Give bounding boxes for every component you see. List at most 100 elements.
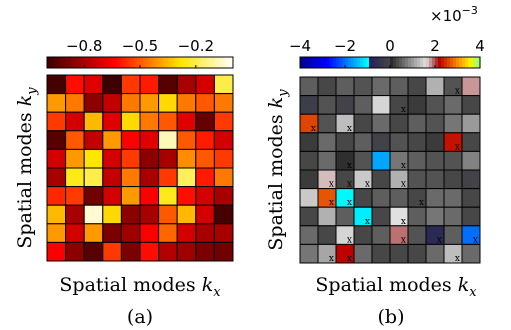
heatmap-cell (195, 130, 215, 150)
heatmap-cell (176, 148, 197, 169)
colorbar-segment (420, 57, 424, 68)
cell-marker: x (419, 198, 424, 208)
heatmap-cell (65, 186, 85, 206)
colorbar-segment (459, 57, 463, 68)
colorbar-segment (414, 57, 418, 68)
colorbar-segment (59, 57, 64, 68)
colorbar-segment (477, 57, 481, 68)
heatmap-cell (299, 243, 319, 264)
heatmap-cell (335, 76, 355, 97)
colorbar-segment (205, 57, 209, 68)
colorbar-segment (121, 57, 126, 68)
heatmap-cell (120, 204, 141, 225)
cell-marker: x (455, 87, 460, 97)
heatmap-cell (65, 241, 85, 262)
heatmap-cell (425, 206, 445, 227)
colorbar-tick-label: −2 (334, 37, 356, 55)
colorbar-segment (378, 57, 382, 68)
colorbar-segment (345, 57, 349, 68)
colorbar-segment (408, 57, 412, 68)
heatmap-cell (158, 167, 178, 188)
colorbar-segment (396, 57, 400, 68)
heatmap-cell (461, 150, 481, 171)
heatmap-cell (102, 167, 122, 188)
heatmap-cell (407, 169, 427, 190)
colorbar-segment (363, 57, 367, 68)
heatmap-cell (83, 93, 104, 113)
cell-marker: x (401, 105, 406, 115)
heatmap-cell (353, 150, 373, 171)
heatmap-cell (102, 130, 122, 150)
colorbar-segment (56, 57, 60, 68)
colorbar-segment (223, 57, 228, 68)
colorbar-segment (438, 57, 442, 68)
heatmap-cell (425, 113, 445, 134)
colorbar-segment (312, 57, 316, 68)
heatmap-cell (461, 206, 481, 227)
heatmap-cell (158, 148, 178, 169)
colorbar-segment (318, 57, 322, 68)
panel-a-colorbar-ticks: −0.8 −0.5 −0.2 (66, 37, 214, 68)
heatmap-cell (371, 150, 391, 171)
heatmap-cell (46, 241, 67, 262)
colorbar-segment (399, 57, 403, 68)
cell-marker: x (347, 180, 352, 190)
heatmap-cell (120, 186, 141, 206)
heatmap-cell (102, 111, 122, 132)
colorbar-segment (149, 57, 153, 68)
colorbar-segment (357, 57, 361, 68)
colorbar-segment (189, 57, 194, 68)
colorbar-segment (118, 57, 122, 68)
colorbar-segment (152, 57, 157, 68)
heatmap-cell (195, 111, 215, 132)
heatmap-cell (139, 204, 160, 225)
heatmap-cell (102, 148, 122, 169)
heatmap-cell (299, 188, 319, 208)
colorbar-segment (423, 57, 427, 68)
heatmap-cell (120, 223, 141, 243)
heatmap-cell (102, 186, 122, 206)
panel-a-plot-frame (46, 74, 234, 262)
heatmap-cell (139, 241, 160, 262)
heatmap-cell (443, 95, 463, 115)
colorbar-segment (161, 57, 166, 68)
heatmap-cell (407, 113, 427, 134)
colorbar-segment (109, 57, 113, 68)
heatmap-cell (213, 241, 234, 262)
heatmap-cell (46, 186, 67, 206)
heatmap-cell (195, 186, 215, 206)
colorbar-tick-label: −0.8 (66, 37, 102, 55)
heatmap-cell (83, 130, 104, 150)
colorbar-segment (360, 57, 364, 68)
heatmap-cell (83, 204, 104, 225)
colorbar-segment (309, 57, 313, 68)
colorbar-segment (62, 57, 67, 68)
heatmap-cell (46, 93, 67, 113)
cell-marker: x (473, 235, 478, 245)
heatmap-cell (461, 188, 481, 208)
colorbar-segment (174, 57, 178, 68)
colorbar-segment (112, 57, 116, 68)
cell-marker: x (347, 235, 352, 245)
colorbar-segment (202, 57, 206, 68)
colorbar-segment (402, 57, 406, 68)
cell-marker: x (347, 161, 352, 171)
colorbar-segment (186, 57, 191, 68)
heatmap-cell (443, 188, 463, 208)
heatmap-cell (213, 167, 234, 188)
heatmap-cell (65, 93, 85, 113)
heatmap-cell (371, 225, 391, 245)
heatmap-cell (46, 74, 67, 95)
colorbar-segment (474, 57, 478, 68)
heatmap-cell (176, 111, 197, 132)
heatmap-cell (425, 243, 445, 264)
heatmap-cell (317, 225, 337, 245)
cell-marker: x (329, 198, 334, 208)
heatmap-cell (317, 95, 337, 115)
panel-b-plot-frame (299, 76, 481, 264)
colorbar-segment (226, 57, 231, 68)
heatmap-cell (443, 150, 463, 171)
heatmap-cell (83, 74, 104, 95)
heatmap-cell (425, 76, 445, 97)
colorbar-segment (468, 57, 472, 68)
